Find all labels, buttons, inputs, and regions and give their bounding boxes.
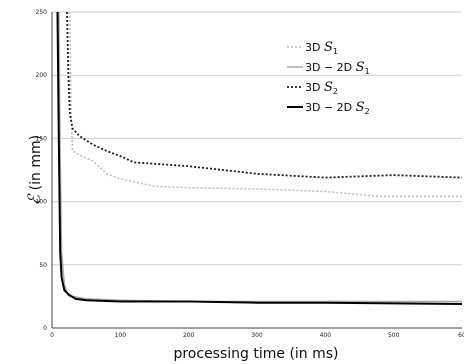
legend-prefix: 3D [305, 41, 324, 54]
series-line-4 [56, 11, 463, 305]
y-tick-label: 200 [36, 72, 48, 79]
gridlines [52, 11, 462, 266]
legend-subscript: 1 [333, 47, 338, 56]
series-lines [56, 11, 463, 305]
x-tick-label: 200 [183, 332, 195, 339]
y-tick-label: 100 [36, 199, 48, 206]
x-tick-label: 60 [458, 332, 464, 339]
x-tick-labels: 0 100 200 300 400 500 60 [50, 332, 464, 339]
legend-entry: 3D − 2D S1 [305, 60, 370, 76]
x-tick-label: 400 [320, 332, 332, 339]
legend-symbol: S [324, 40, 333, 55]
series-line-2 [58, 11, 462, 303]
y-axis-symbol: ℰ [25, 193, 45, 205]
x-tick-label: 0 [50, 332, 54, 339]
x-tick-label: 300 [251, 332, 263, 339]
legend-subscript: 1 [365, 67, 370, 76]
x-tick-label: 100 [115, 332, 127, 339]
y-axis-unit: (in mm) [28, 135, 44, 195]
legend-prefix: 3D − 2D [305, 61, 356, 74]
y-tick-label: 0 [43, 325, 47, 332]
legend-entry: 3D S1 [305, 40, 338, 56]
legend-entry: 3D − 2D S2 [305, 100, 370, 116]
x-tick-label: 500 [388, 332, 400, 339]
legend-prefix: 3D − 2D [305, 101, 356, 114]
y-tick-label: 150 [36, 135, 48, 142]
legend-entry: 3D S2 [305, 80, 338, 96]
x-axis-title: processing time (in ms) [173, 346, 338, 362]
legend-symbol: S [324, 80, 333, 95]
y-tick-labels: 0 50 100 150 200 250 [36, 9, 48, 332]
axes [51, 12, 462, 329]
y-tick-label: 50 [39, 262, 47, 269]
y-tick-label: 250 [36, 9, 48, 16]
y-axis-title: ℰ (in mm) [25, 135, 45, 205]
legend-prefix: 3D [305, 81, 324, 94]
legend-subscript: 2 [333, 87, 338, 96]
series-line-1 [69, 11, 462, 198]
legend-symbol: S [356, 100, 365, 115]
legend-subscript: 2 [365, 107, 370, 116]
legend-symbol: S [356, 60, 365, 75]
series-line-3 [66, 11, 463, 179]
